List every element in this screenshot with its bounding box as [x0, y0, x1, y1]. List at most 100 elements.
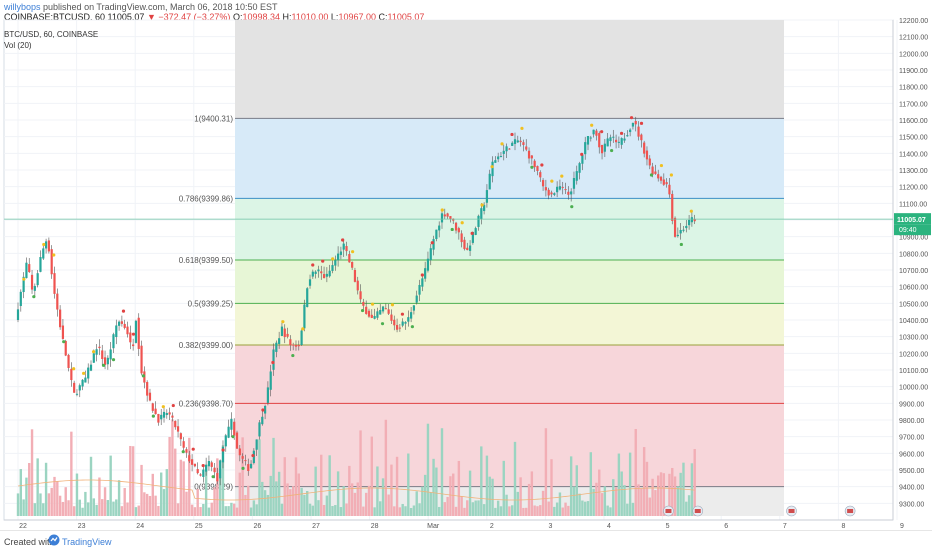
volume-bars [16, 419, 696, 516]
volume-bar [306, 491, 309, 516]
volume-bar [33, 503, 37, 516]
publisher-name[interactable]: willybops [4, 2, 41, 12]
event-flag-icon-stripe [847, 509, 854, 513]
candle-body [61, 325, 65, 339]
volume-bar [342, 486, 345, 516]
price-tick-label: 9400.00 [899, 485, 924, 492]
candle-body [359, 291, 362, 300]
volume-bar [480, 446, 483, 516]
volume-bar [544, 428, 548, 516]
price-tick-label: 10100.00 [899, 368, 928, 375]
high-value: 11010.00 [291, 12, 329, 22]
volume-bar [651, 478, 654, 516]
volume-bar [685, 501, 688, 516]
candle-body [263, 405, 267, 414]
footer: Created with TradingView [0, 530, 932, 551]
volume-bar [564, 502, 567, 516]
candle-body [162, 411, 166, 418]
time-tick-label: 7 [783, 523, 787, 530]
candle-body [317, 269, 320, 272]
price-tick-label: 9500.00 [899, 468, 924, 475]
candle-body [92, 353, 95, 363]
candle-body [244, 460, 247, 462]
signal-marker [410, 325, 414, 329]
price-chart[interactable]: 0(9398.29) 0.236(9398.70) 0.382(9399.00) 0.… [0, 0, 932, 530]
candle-body [199, 474, 202, 476]
candle-body [182, 441, 185, 448]
candle-body [530, 155, 533, 159]
signal-marker [500, 142, 504, 146]
candle-body [42, 248, 45, 259]
fib-level-label: 0.382(9399.00) [179, 341, 234, 350]
volume-bar [148, 495, 152, 516]
volume-bar [387, 494, 390, 516]
candle-body [483, 205, 486, 211]
candle-body [238, 448, 241, 456]
candle-body [609, 137, 612, 142]
volume-bar [89, 456, 93, 516]
time-axis[interactable]: 22 23 24 25 26 27 28 Mar 2 3 4 5 6 7 8 9 [4, 519, 904, 530]
volume-bar [123, 488, 126, 516]
volume-bar [620, 471, 623, 516]
volume-bar [626, 503, 629, 516]
volume-bar [477, 500, 480, 516]
volume-bar [362, 506, 365, 516]
change-value: −372.47 (−3.27%) [158, 12, 231, 22]
volume-bar [443, 502, 447, 516]
volume-bar [628, 452, 632, 516]
candle-body [216, 473, 219, 482]
volume-bar [435, 467, 438, 516]
signal-marker [560, 174, 564, 178]
price-tick-label: 10800.00 [899, 251, 928, 258]
signal-marker [420, 273, 424, 277]
candle-body [269, 371, 272, 390]
signal-marker [221, 448, 225, 452]
volume-bar [423, 474, 427, 516]
signal-marker [440, 208, 444, 212]
last-price-label: 11005.07 [897, 217, 926, 224]
candle-body [221, 446, 225, 463]
candle-body [165, 412, 168, 416]
volume-bar [218, 468, 222, 516]
volume-bar [331, 506, 334, 516]
volume-bar [614, 487, 618, 516]
signal-marker [490, 165, 494, 169]
volume-bar [592, 488, 595, 516]
candle-body [533, 160, 536, 168]
volume-bar [78, 499, 81, 516]
candle-body [351, 262, 354, 268]
fib-level-label: 0.5(9399.25) [188, 299, 234, 308]
price-axis[interactable]: 9300.00 9400.00 9500.00 9600.00 9700.00 9800.… [4, 18, 931, 520]
volume-bar [30, 429, 34, 516]
tradingview-brand[interactable]: TradingView [62, 537, 112, 547]
candle-body [224, 435, 227, 447]
fibonacci-retracement[interactable]: 0(9398.29) 0.236(9398.70) 0.382(9399.00) 0.… [179, 20, 784, 516]
created-with-text: Created with [4, 537, 55, 547]
volume-bar [25, 477, 28, 516]
volume-bar [693, 449, 696, 516]
candle-body [556, 186, 559, 193]
candle-body [25, 262, 28, 279]
candle-body [81, 379, 84, 387]
candle-body [342, 243, 345, 250]
candle-body [193, 463, 196, 467]
volume-bar [61, 501, 65, 516]
signal-marker [669, 173, 673, 177]
candle-body [16, 309, 20, 320]
price-tick-label: 11200.00 [899, 185, 928, 192]
time-tick-label: 8 [841, 523, 845, 530]
price-tick-label: 10700.00 [899, 268, 928, 275]
candle-body [151, 403, 154, 411]
candle-body [668, 184, 671, 195]
signal-marker [470, 231, 474, 235]
down-arrow-icon: ▼ [146, 12, 156, 22]
candle-body [247, 464, 250, 471]
volume-bar [426, 423, 430, 516]
price-tick-label: 11600.00 [899, 118, 928, 125]
price-tick-label: 10400.00 [899, 318, 928, 325]
candle-body [536, 166, 539, 172]
candle-body [558, 186, 562, 190]
volume-bar [429, 492, 432, 516]
volume-bar [22, 499, 25, 516]
volume-bar [466, 500, 469, 516]
